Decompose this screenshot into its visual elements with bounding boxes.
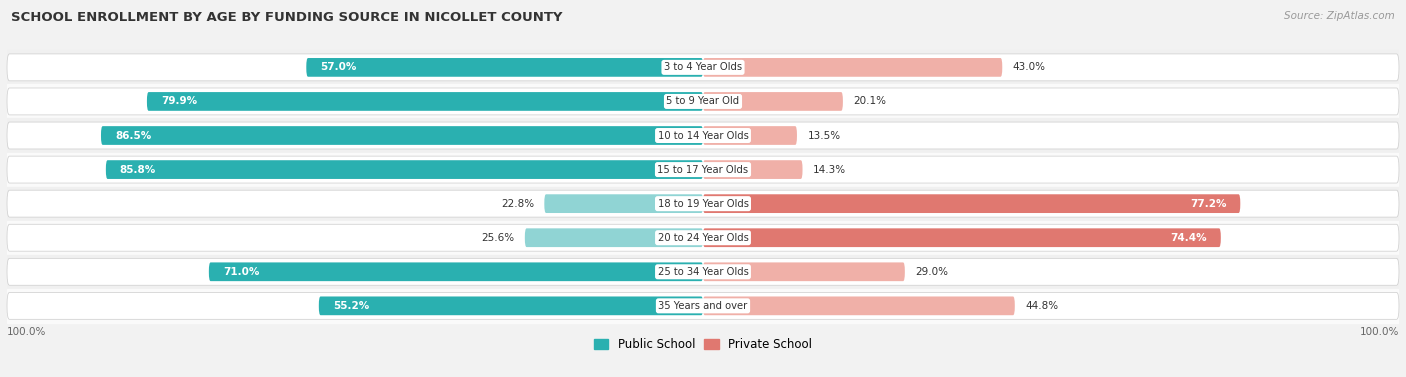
Text: 14.3%: 14.3%	[813, 165, 846, 175]
FancyBboxPatch shape	[7, 258, 1399, 285]
FancyBboxPatch shape	[703, 92, 842, 111]
Bar	[7, 255, 1399, 289]
Text: 20 to 24 Year Olds: 20 to 24 Year Olds	[658, 233, 748, 243]
FancyBboxPatch shape	[703, 126, 797, 145]
Text: 29.0%: 29.0%	[915, 267, 948, 277]
FancyBboxPatch shape	[524, 228, 703, 247]
Text: SCHOOL ENROLLMENT BY AGE BY FUNDING SOURCE IN NICOLLET COUNTY: SCHOOL ENROLLMENT BY AGE BY FUNDING SOUR…	[11, 11, 562, 24]
Text: 3 to 4 Year Olds: 3 to 4 Year Olds	[664, 62, 742, 72]
FancyBboxPatch shape	[703, 296, 1015, 315]
FancyBboxPatch shape	[703, 228, 1220, 247]
Text: 71.0%: 71.0%	[222, 267, 259, 277]
Bar	[7, 118, 1399, 153]
Legend: Public School, Private School: Public School, Private School	[589, 334, 817, 356]
Bar	[7, 187, 1399, 221]
FancyBboxPatch shape	[703, 58, 1002, 77]
Bar	[7, 51, 1399, 84]
Text: 77.2%: 77.2%	[1189, 199, 1226, 208]
Text: 18 to 19 Year Olds: 18 to 19 Year Olds	[658, 199, 748, 208]
Text: 79.9%: 79.9%	[160, 97, 197, 106]
Text: 10 to 14 Year Olds: 10 to 14 Year Olds	[658, 130, 748, 141]
Text: 13.5%: 13.5%	[807, 130, 841, 141]
Text: 25.6%: 25.6%	[481, 233, 515, 243]
Text: 25 to 34 Year Olds: 25 to 34 Year Olds	[658, 267, 748, 277]
FancyBboxPatch shape	[544, 194, 703, 213]
Text: 20.1%: 20.1%	[853, 97, 886, 106]
Bar	[7, 153, 1399, 187]
Text: 22.8%: 22.8%	[501, 199, 534, 208]
FancyBboxPatch shape	[703, 160, 803, 179]
Bar	[7, 221, 1399, 255]
FancyBboxPatch shape	[7, 54, 1399, 81]
FancyBboxPatch shape	[209, 262, 703, 281]
Bar	[7, 84, 1399, 118]
Text: 74.4%: 74.4%	[1170, 233, 1206, 243]
FancyBboxPatch shape	[319, 296, 703, 315]
Text: 55.2%: 55.2%	[333, 301, 368, 311]
Text: 86.5%: 86.5%	[115, 130, 152, 141]
Text: 100.0%: 100.0%	[7, 327, 46, 337]
Text: 5 to 9 Year Old: 5 to 9 Year Old	[666, 97, 740, 106]
Bar	[7, 289, 1399, 323]
FancyBboxPatch shape	[703, 194, 1240, 213]
FancyBboxPatch shape	[101, 126, 703, 145]
Text: 100.0%: 100.0%	[1360, 327, 1399, 337]
Text: 85.8%: 85.8%	[120, 165, 156, 175]
FancyBboxPatch shape	[7, 190, 1399, 217]
FancyBboxPatch shape	[105, 160, 703, 179]
Text: Source: ZipAtlas.com: Source: ZipAtlas.com	[1284, 11, 1395, 21]
FancyBboxPatch shape	[703, 262, 905, 281]
Text: 57.0%: 57.0%	[321, 62, 357, 72]
Text: 43.0%: 43.0%	[1012, 62, 1046, 72]
FancyBboxPatch shape	[7, 293, 1399, 319]
FancyBboxPatch shape	[7, 122, 1399, 149]
FancyBboxPatch shape	[146, 92, 703, 111]
Text: 44.8%: 44.8%	[1025, 301, 1059, 311]
FancyBboxPatch shape	[7, 156, 1399, 183]
Text: 35 Years and over: 35 Years and over	[658, 301, 748, 311]
FancyBboxPatch shape	[7, 224, 1399, 251]
FancyBboxPatch shape	[307, 58, 703, 77]
FancyBboxPatch shape	[7, 88, 1399, 115]
Text: 15 to 17 Year Olds: 15 to 17 Year Olds	[658, 165, 748, 175]
